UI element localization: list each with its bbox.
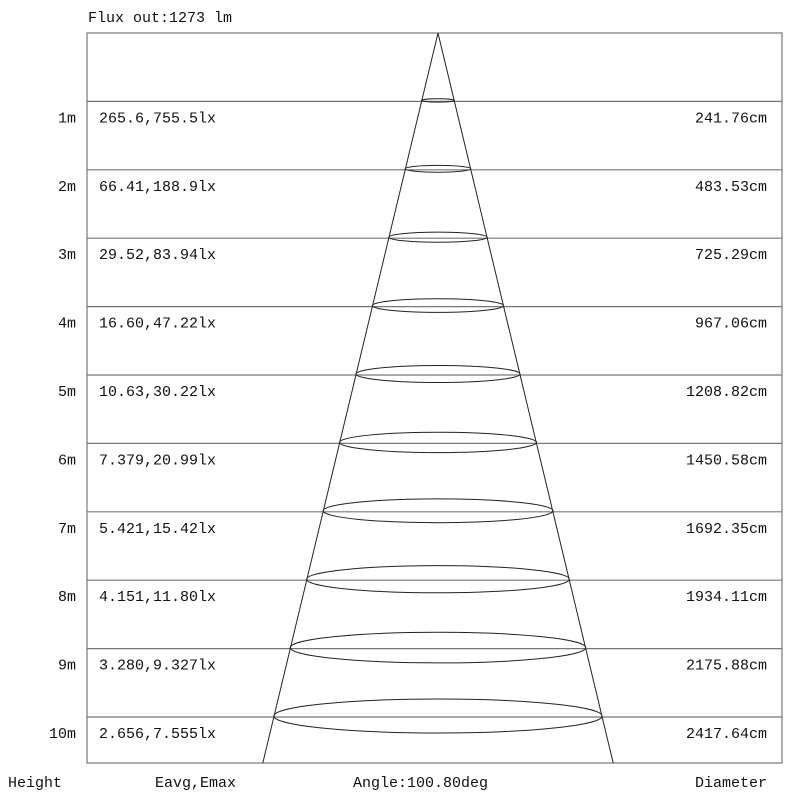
row-diameter: 1450.58cm [686,452,767,469]
row-height: 10m [49,726,76,743]
row-diameter: 1208.82cm [686,384,767,401]
row-height: 6m [58,452,76,469]
row-illuminance: 16.60,47.22lx [99,316,216,333]
beam-ellipse [355,365,521,383]
row-height: 9m [58,658,76,675]
beam-ellipse [289,631,587,664]
beam-angle-label: Angle:100.80deg [353,775,488,792]
beam-ellipse [273,698,603,734]
row-illuminance: 7.379,20.99lx [99,452,216,469]
row-height: 3m [58,247,76,264]
row-illuminance: 4.151,11.80lx [99,589,216,606]
cone-right-edge [437,32,614,764]
row-height: 5m [58,384,76,401]
row-diameter: 967.06cm [695,316,767,333]
row-illuminance: 3.280,9.327lx [99,658,216,675]
row-height: 8m [58,589,76,606]
flux-out-label: Flux out:1273 lm [88,10,232,27]
diagram-frame [86,32,783,764]
row-height: 7m [58,521,76,538]
cone-left-edge [262,32,439,764]
row-diameter: 725.29cm [695,247,767,264]
row-height: 2m [58,179,76,196]
row-diameter: 1934.11cm [686,589,767,606]
row-diameter: 241.76cm [695,110,767,127]
row-diameter: 1692.35cm [686,521,767,538]
height-column-label: Height [8,775,62,792]
row-illuminance: 10.63,30.22lx [99,384,216,401]
diameter-column-label: Diameter [695,775,767,792]
beam-ellipse [322,498,554,524]
beam-ellipse [371,298,505,313]
beam-ellipse [404,164,472,173]
beam-ellipse [339,431,537,454]
row-illuminance: 265.6,755.5lx [99,110,216,127]
row-illuminance: 29.52,83.94lx [99,247,216,264]
row-height: 1m [58,110,76,127]
row-illuminance: 5.421,15.42lx [99,521,216,538]
row-illuminance: 2.656,7.555lx [99,726,216,743]
row-diameter: 2175.88cm [686,658,767,675]
row-diameter: 483.53cm [695,179,767,196]
beam-ellipse [388,231,488,243]
row-illuminance: 66.41,188.9lx [99,179,216,196]
beam-ellipse [306,565,570,594]
illuminance-column-label: Eavg,Emax [155,775,236,792]
row-diameter: 2417.64cm [686,726,767,743]
row-height: 4m [58,316,76,333]
